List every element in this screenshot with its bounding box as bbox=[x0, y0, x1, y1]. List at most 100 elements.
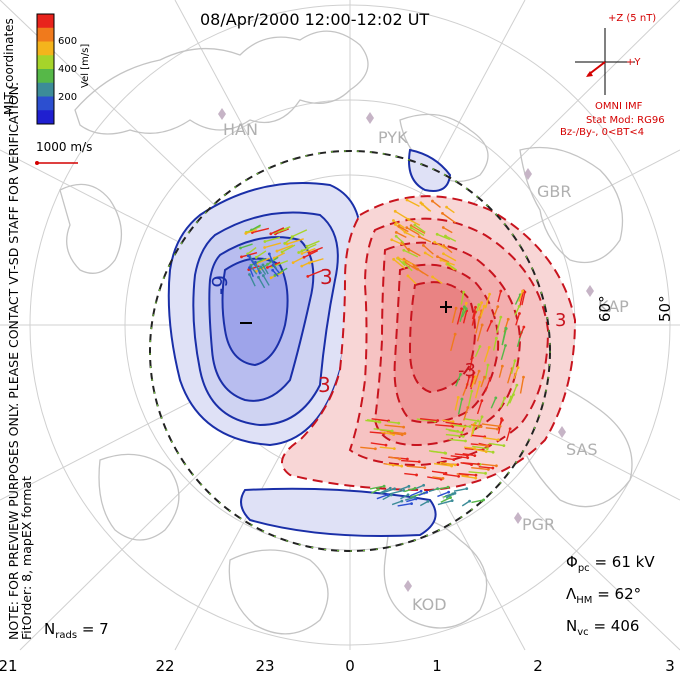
velocity-vector-origin bbox=[495, 464, 498, 468]
velocity-vector-origin bbox=[461, 434, 465, 438]
velocity-vector-origin bbox=[478, 316, 481, 319]
velocity-vector bbox=[397, 502, 412, 507]
velocity-scale-label: 1000 m/s bbox=[36, 140, 93, 154]
velocity-vector-origin bbox=[263, 246, 267, 249]
velocity-vector-origin bbox=[392, 219, 395, 222]
velocity-vector-origin bbox=[392, 257, 396, 261]
velocity-vector-origin bbox=[494, 396, 498, 400]
velocity-vector-origin bbox=[482, 304, 486, 308]
velocity-vector bbox=[499, 397, 506, 408]
velocity-vector-origin bbox=[446, 262, 450, 266]
velocity-vector bbox=[448, 429, 462, 434]
contour-neg-inner bbox=[221, 257, 289, 367]
velocity-vector bbox=[518, 290, 525, 308]
velocity-vector-origin bbox=[267, 252, 271, 256]
map-title: 08/Apr/2000 12:00-12:02 UT bbox=[200, 10, 430, 29]
contour-label-3a: 3 bbox=[320, 265, 333, 289]
velocity-vector bbox=[464, 418, 479, 422]
velocity-vector-origin bbox=[441, 476, 445, 480]
imf-source: OMNI IMF bbox=[595, 101, 643, 112]
velocity-vector-origin bbox=[407, 247, 410, 251]
velocity-vector-origin bbox=[394, 234, 398, 238]
velocity-vector bbox=[463, 407, 469, 421]
colorbar-segment bbox=[37, 27, 54, 42]
velocity-vector-origin bbox=[450, 499, 454, 503]
velocity-vector bbox=[382, 494, 392, 501]
velocity-vector-origin bbox=[253, 260, 257, 264]
velocity-vector bbox=[431, 470, 447, 474]
velocity-vector-origin bbox=[474, 476, 478, 480]
velocity-vector-origin bbox=[495, 427, 499, 431]
velocity-vector bbox=[479, 305, 486, 319]
stat-cross-polar-potential: Φpc = 61 kV bbox=[566, 553, 655, 574]
velocity-vector bbox=[248, 274, 256, 287]
mlt-tick-21: 21 bbox=[0, 657, 18, 674]
velocity-vector bbox=[270, 227, 285, 235]
velocity-vector-origin bbox=[291, 261, 295, 265]
velocity-vector bbox=[401, 459, 420, 463]
velocity-vector bbox=[379, 446, 395, 450]
colorbar-tick-400: 400 bbox=[58, 64, 78, 75]
velocity-vector bbox=[369, 431, 385, 435]
velocity-vector bbox=[476, 324, 483, 342]
velocity-vector bbox=[442, 419, 454, 423]
station-label-sas: SAS bbox=[566, 440, 598, 459]
velocity-vector-origin bbox=[405, 457, 409, 461]
stat-hm-latitude: ΛHM = 62° bbox=[566, 585, 642, 606]
velocity-vector-origin bbox=[522, 375, 525, 379]
velocity-vector bbox=[257, 276, 266, 289]
velocity-vector bbox=[406, 226, 420, 236]
velocity-vector-origin bbox=[400, 464, 404, 468]
velocity-vector bbox=[456, 308, 463, 325]
velocity-vector bbox=[445, 235, 457, 242]
colorbar-segment bbox=[37, 110, 54, 125]
velocity-vector-origin bbox=[474, 310, 477, 314]
velocity-vector-origin bbox=[447, 490, 451, 494]
velocity-vector-origin bbox=[436, 419, 440, 422]
velocity-vector bbox=[514, 306, 520, 316]
velocity-vector bbox=[371, 418, 389, 422]
velocity-vector bbox=[255, 266, 266, 273]
contour-neg-small-top bbox=[408, 148, 452, 192]
velocity-vector-origin bbox=[516, 366, 520, 369]
velocity-vector bbox=[281, 244, 296, 253]
velocity-vector bbox=[388, 456, 400, 460]
velocity-vector-origin bbox=[265, 266, 269, 269]
velocity-vector bbox=[394, 210, 410, 221]
velocity-vector bbox=[376, 494, 388, 500]
velocity-vector bbox=[437, 491, 449, 498]
coast-alaska bbox=[228, 549, 329, 635]
velocity-vector bbox=[454, 397, 459, 411]
mlt-tick-2: 2 bbox=[533, 657, 543, 674]
velocity-vector-origin bbox=[465, 487, 469, 491]
velocity-vector-origin bbox=[275, 249, 279, 253]
velocity-vector-origin bbox=[254, 264, 258, 268]
velocity-vector-origin bbox=[300, 249, 304, 253]
velocity-vector-origin bbox=[478, 380, 482, 384]
velocity-vector bbox=[410, 227, 425, 237]
velocity-vector-origin bbox=[273, 273, 277, 277]
velocity-vector-origin bbox=[409, 226, 413, 230]
velocity-vector bbox=[442, 212, 457, 224]
velocity-vector bbox=[519, 377, 525, 394]
velocity-vector bbox=[483, 347, 490, 363]
velocity-vector bbox=[439, 461, 456, 466]
velocity-vector-origin bbox=[473, 447, 476, 450]
coast-greenland-east bbox=[519, 146, 624, 264]
velocity-vector bbox=[398, 485, 410, 491]
velocity-vector bbox=[477, 302, 483, 312]
velocity-vector bbox=[406, 498, 417, 503]
velocity-vector-origin bbox=[283, 241, 287, 245]
velocity-vector bbox=[451, 308, 457, 324]
velocity-vector-origin bbox=[402, 248, 406, 252]
velocity-vector bbox=[432, 276, 443, 284]
velocity-vector bbox=[403, 261, 413, 272]
velocity-vector-origin bbox=[460, 431, 464, 434]
velocity-vector-origin bbox=[451, 420, 455, 424]
velocity-vector bbox=[455, 374, 462, 387]
velocity-vector-origin bbox=[445, 205, 448, 209]
velocity-vector-origin bbox=[407, 484, 411, 488]
velocity-vector-origin bbox=[504, 326, 508, 330]
velocity-vector-origin bbox=[413, 495, 417, 499]
